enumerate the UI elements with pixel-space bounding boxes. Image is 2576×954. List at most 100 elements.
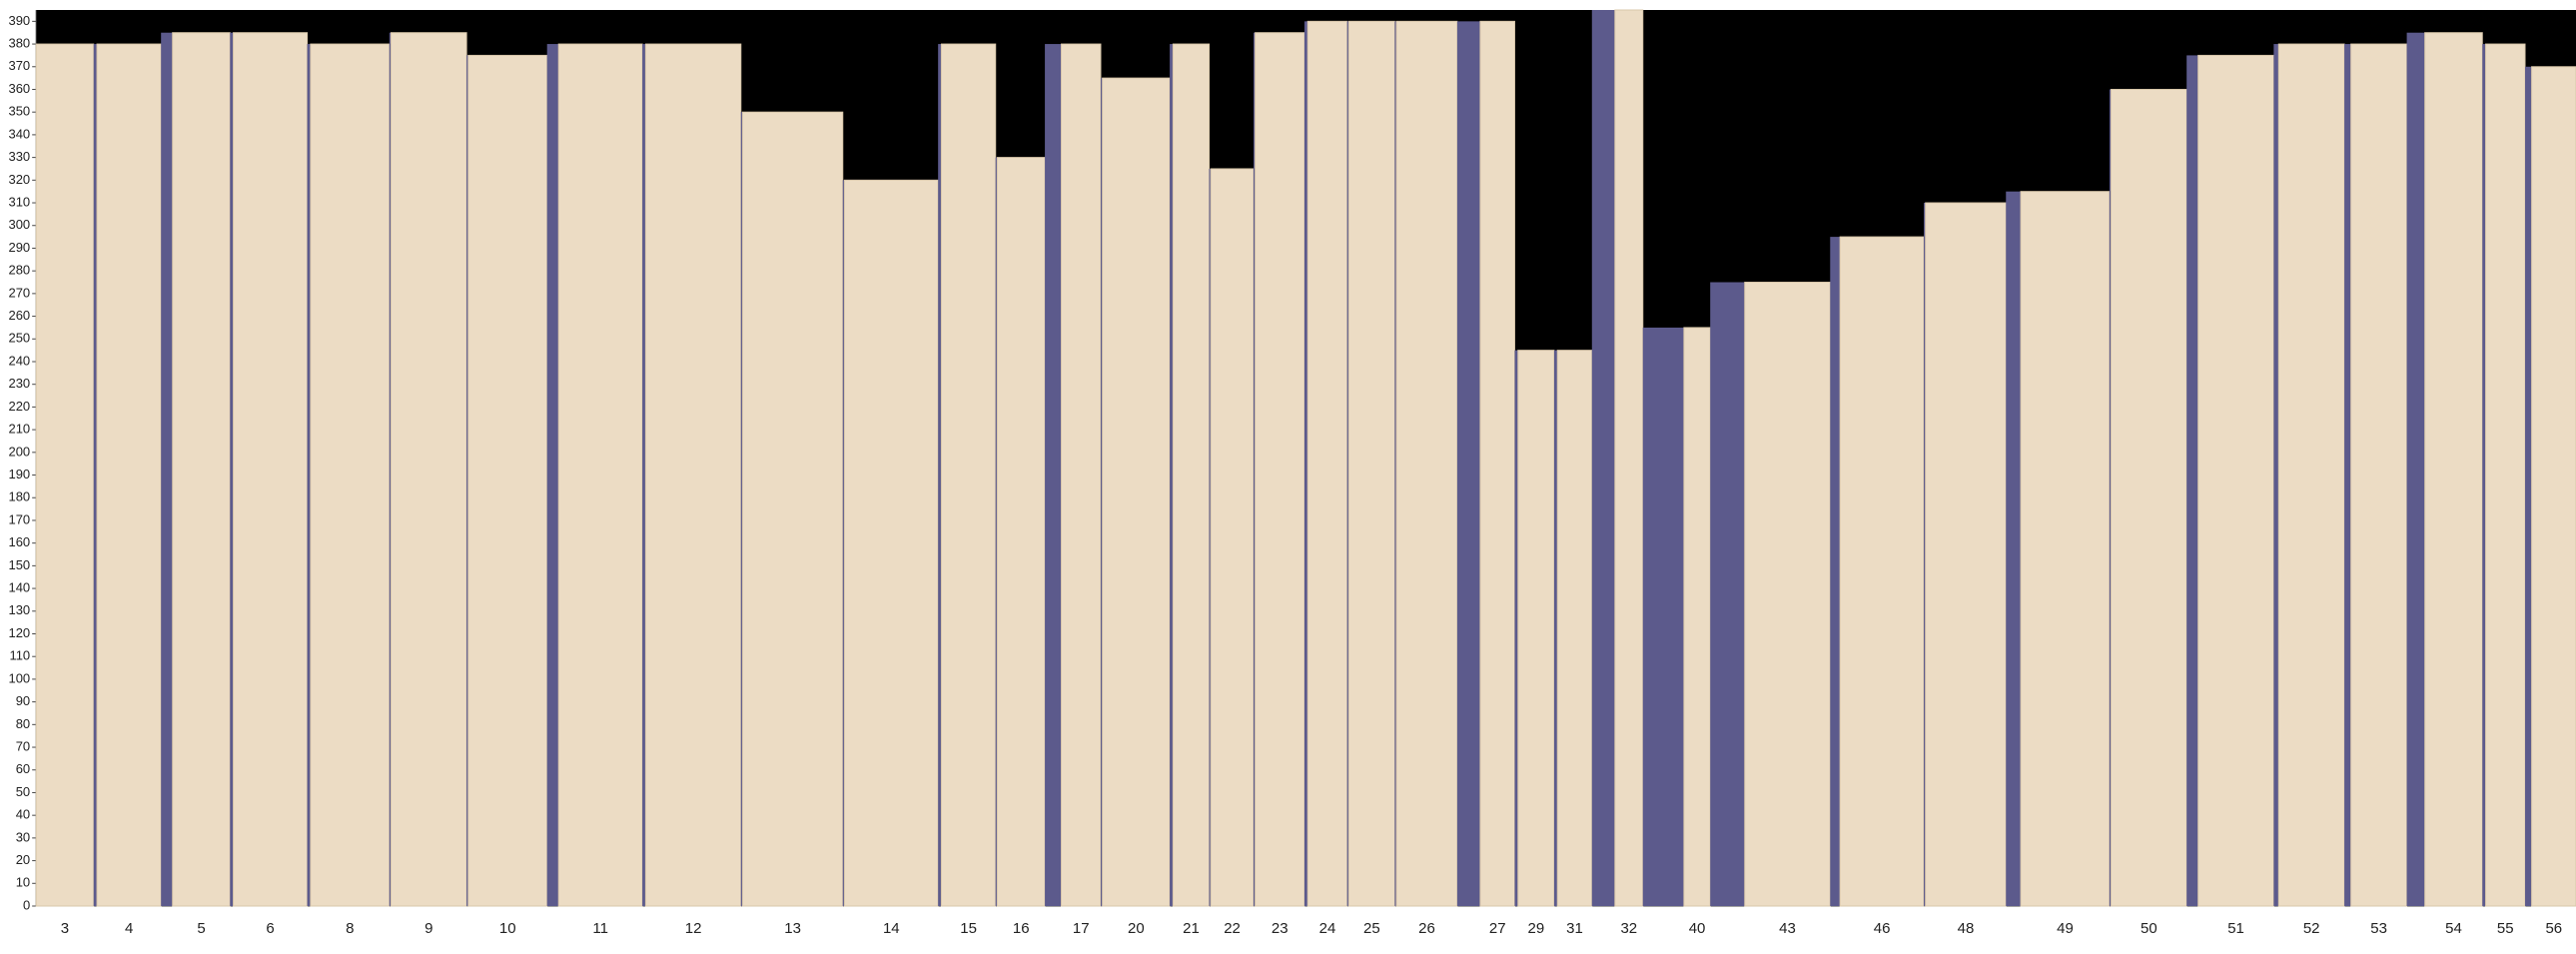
x-tick-label: 49 <box>2057 920 2074 937</box>
y-tick-label: 350 <box>8 104 30 119</box>
bar-gap <box>2525 66 2532 906</box>
bar-gap <box>1642 327 1684 906</box>
bar <box>1614 9 1644 907</box>
bar-gap <box>642 44 646 906</box>
bar-gap <box>1253 32 1256 906</box>
x-tick-label: 3 <box>61 920 69 937</box>
bar-gap <box>389 32 392 906</box>
y-tick-label: 130 <box>8 602 30 617</box>
bar <box>2531 66 2576 907</box>
bar <box>1683 327 1711 907</box>
y-tick-label: 230 <box>8 376 30 391</box>
y-tick-label: 190 <box>8 467 30 481</box>
bar-gap <box>2344 44 2351 906</box>
bar <box>1517 350 1555 907</box>
bar-gap <box>1514 350 1518 906</box>
x-tick-label: 50 <box>2141 920 2157 937</box>
x-tick-label: 21 <box>1183 920 1200 937</box>
y-tick-label: 250 <box>8 331 30 346</box>
x-tick-label: 10 <box>499 920 516 937</box>
y-tick-label: 210 <box>8 422 30 437</box>
bar <box>1061 43 1102 907</box>
bar-gap <box>307 44 311 906</box>
y-tick-label: 290 <box>8 240 30 255</box>
bar-gap <box>161 32 173 906</box>
x-tick-label: 4 <box>125 920 133 937</box>
y-tick-label: 240 <box>8 353 30 368</box>
y-tick-label: 170 <box>8 511 30 526</box>
bar <box>1395 20 1458 907</box>
bar <box>843 179 939 907</box>
x-tick-label: 56 <box>2545 920 2562 937</box>
bar-gap <box>1591 10 1615 906</box>
bar-gap <box>1830 237 1841 906</box>
x-tick-label: 16 <box>1013 920 1030 937</box>
y-tick-label: 310 <box>8 194 30 209</box>
y-tick-label: 330 <box>8 149 30 164</box>
y-tick-label: 20 <box>16 852 30 867</box>
bar <box>1479 20 1515 907</box>
bar-gap <box>546 44 559 906</box>
y-tick-label: 50 <box>16 784 30 799</box>
y-tick-label: 340 <box>8 126 30 141</box>
bar <box>1102 77 1171 907</box>
bar-gap <box>1710 282 1745 906</box>
y-tick-label: 360 <box>8 81 30 96</box>
x-tick-label: 26 <box>1418 920 1435 937</box>
y-tick-label: 70 <box>16 738 30 753</box>
bar-gap <box>1394 21 1397 906</box>
y-tick-label: 30 <box>16 829 30 844</box>
bar <box>1925 202 2007 907</box>
x-tick-label: 6 <box>266 920 274 937</box>
x-tick-label: 24 <box>1319 920 1336 937</box>
bar-gap <box>740 112 743 906</box>
x-tick-label: 40 <box>1689 920 1706 937</box>
y-tick-label: 300 <box>8 217 30 232</box>
x-tick-label: 51 <box>2227 920 2244 937</box>
bar <box>940 43 997 907</box>
bar <box>2485 43 2526 907</box>
y-tick-label: 260 <box>8 308 30 323</box>
x-tick-label: 17 <box>1073 920 1090 937</box>
y-tick-label: 60 <box>16 761 30 776</box>
bar-gap <box>2482 44 2486 906</box>
x-tick-label: 52 <box>2303 920 2320 937</box>
bar-gap <box>2186 55 2198 906</box>
y-tick-label: 160 <box>8 534 30 549</box>
x-tick-label: 53 <box>2370 920 2387 937</box>
bar-gap <box>1045 44 1062 906</box>
bar-gap <box>466 55 468 906</box>
bar <box>2020 191 2111 907</box>
bar <box>1210 168 1255 907</box>
bar-gap <box>2406 32 2425 906</box>
x-tick-label: 43 <box>1779 920 1796 937</box>
bar <box>96 43 162 907</box>
bar-gap <box>995 157 998 906</box>
y-tick-label: 10 <box>16 875 30 890</box>
bar <box>741 111 844 907</box>
bar <box>172 32 231 907</box>
bar-gap <box>1346 21 1349 906</box>
bar <box>1839 236 1925 907</box>
x-tick-label: 48 <box>1958 920 1975 937</box>
bar-gap <box>1209 168 1212 906</box>
bar-gap <box>1456 21 1480 906</box>
bar <box>1306 20 1348 907</box>
bar-gap <box>1100 78 1103 906</box>
x-tick-label: 5 <box>197 920 205 937</box>
x-tick-label: 54 <box>2445 920 2462 937</box>
bar <box>2111 88 2187 907</box>
bar <box>557 43 643 907</box>
x-tick-label: 12 <box>685 920 702 937</box>
bar-gap <box>2273 44 2279 906</box>
y-tick-label: 380 <box>8 36 30 51</box>
x-tick-label: 46 <box>1874 920 1891 937</box>
y-tick-label: 390 <box>8 13 30 28</box>
x-tick-label: 27 <box>1489 920 1506 937</box>
x-tick-label: 32 <box>1620 920 1637 937</box>
bar-gap <box>2109 89 2112 906</box>
bar-gap <box>1553 350 1558 906</box>
x-tick-label: 9 <box>425 920 432 937</box>
bar <box>1556 350 1593 907</box>
